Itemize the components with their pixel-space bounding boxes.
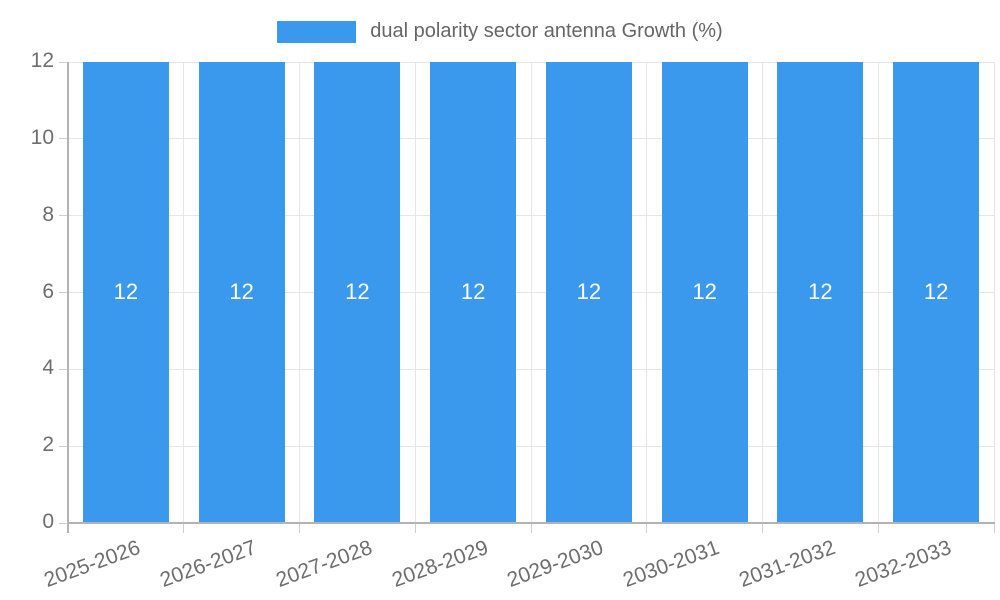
bar-value-label: 12	[923, 278, 949, 304]
bar-value-label: 12	[460, 278, 486, 304]
gridline-vertical	[762, 62, 763, 523]
x-axis-tick-label: 2025-2026	[41, 536, 144, 592]
y-axis-tick-label: 6	[42, 279, 54, 303]
bar[interactable]	[198, 62, 285, 523]
x-axis-tick-label: 2029-2030	[504, 536, 607, 592]
y-axis-tick	[59, 368, 68, 370]
bar[interactable]	[430, 62, 517, 523]
x-axis-tick-label: 2032-2033	[851, 536, 954, 592]
legend-swatch	[277, 20, 357, 43]
gridline-vertical	[414, 62, 416, 523]
bar-value-label: 12	[692, 278, 717, 304]
y-axis-tick-label: 8	[42, 202, 54, 226]
gridline-vertical	[183, 62, 185, 523]
bar[interactable]	[661, 62, 748, 523]
gridline-vertical	[993, 62, 995, 523]
gridline-vertical	[530, 62, 532, 523]
y-axis-line	[67, 62, 69, 533]
x-axis-tick	[183, 523, 185, 533]
y-axis-tick	[59, 138, 68, 140]
bar-value-label: 12	[113, 278, 139, 304]
y-axis-tick	[59, 445, 68, 447]
bar-value-label: 12	[808, 278, 833, 304]
gridline-vertical	[646, 62, 648, 523]
x-axis-tick-label: 2031-2032	[735, 536, 839, 592]
x-axis-tick	[993, 523, 995, 533]
y-axis-tick-label: 12	[30, 49, 54, 72]
bar-value-label: 12	[345, 278, 370, 304]
x-axis-tick	[646, 523, 648, 533]
y-axis-tick	[59, 61, 68, 63]
y-axis-tick	[59, 522, 68, 524]
y-axis-tick	[59, 292, 68, 293]
bar[interactable]	[777, 62, 864, 523]
x-axis-tick-label: 2027-2028	[272, 536, 376, 592]
x-axis-tick-label: 2026-2027	[157, 536, 260, 592]
x-axis-tick	[762, 523, 763, 533]
y-axis-tick	[59, 215, 68, 217]
bar[interactable]	[893, 62, 980, 523]
x-axis-tick-label: 2030-2031	[620, 536, 723, 592]
y-axis-tick-label: 2	[42, 433, 54, 457]
bar-value-label: 12	[229, 278, 254, 304]
legend-label: dual polarity sector antenna Growth (%)	[370, 20, 723, 42]
y-axis-tick-label: 4	[42, 356, 54, 380]
x-axis-tick	[877, 523, 879, 533]
chart-legend[interactable]: dual polarity sector antenna Growth (%)	[0, 20, 1000, 43]
x-axis-tick-label: 2028-2029	[388, 536, 491, 592]
gridline-vertical	[877, 62, 879, 523]
bar-value-label: 12	[576, 278, 602, 304]
bar[interactable]	[314, 62, 401, 523]
bar[interactable]	[82, 62, 169, 523]
gridline-vertical	[299, 62, 300, 523]
bar[interactable]	[545, 62, 632, 523]
x-axis-line	[67, 522, 995, 524]
x-axis-tick	[530, 523, 532, 533]
x-axis-tick	[414, 523, 416, 533]
y-axis-tick-label: 10	[30, 125, 54, 149]
y-axis-tick-label: 0	[42, 510, 54, 533]
x-axis-tick	[299, 523, 300, 533]
